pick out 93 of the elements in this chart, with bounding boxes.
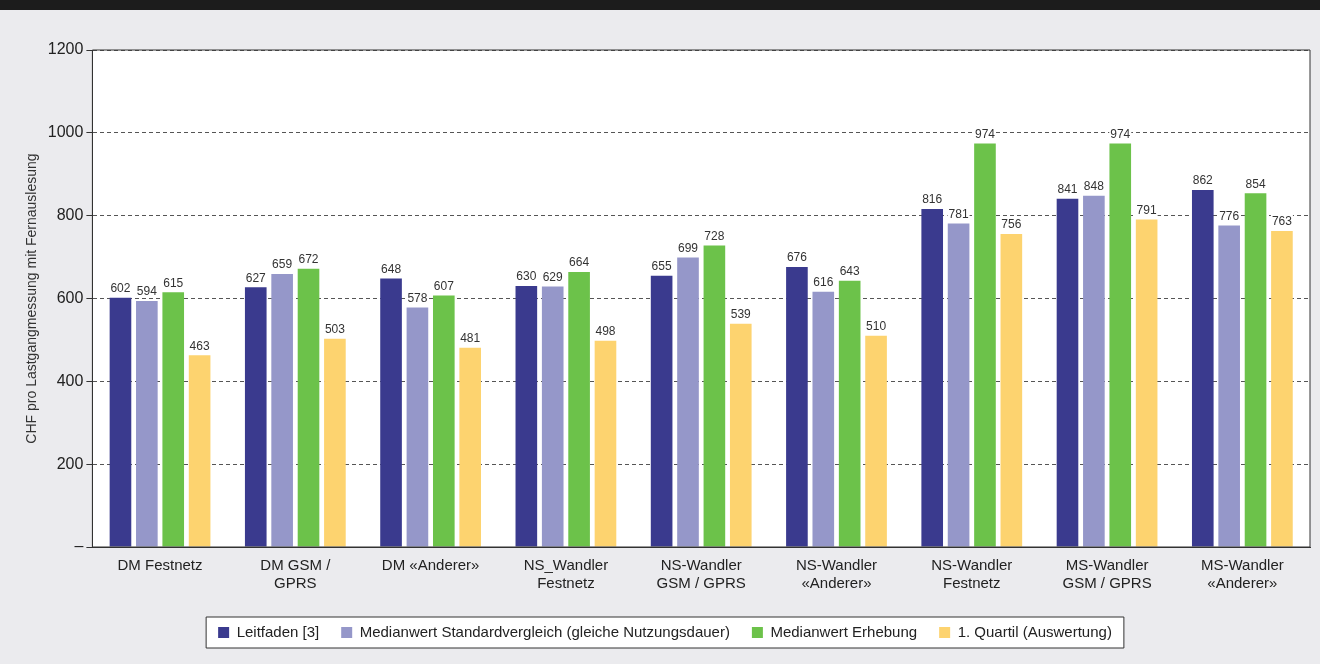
bar: [459, 347, 482, 547]
bar: [921, 209, 944, 547]
data-label: 655: [651, 259, 672, 274]
data-label: 627: [245, 270, 267, 285]
bar: [947, 223, 970, 547]
data-label: 629: [542, 269, 564, 284]
data-label: 643: [839, 264, 861, 278]
y-tick-label: 200: [56, 454, 84, 472]
bar: [136, 300, 158, 547]
y-axis-title: CHF pro Lastgangmessung mit Fernauslesung: [23, 153, 40, 444]
bar: [568, 271, 590, 547]
x-tick-label: NS-Wandler GSM / GPRS: [656, 556, 746, 592]
bar: [786, 267, 808, 547]
bar: [677, 257, 699, 547]
legend-label: Leitfaden [3]: [236, 622, 320, 640]
bar: [650, 275, 673, 547]
data-label: 616: [813, 275, 834, 290]
data-label: 676: [786, 250, 808, 265]
data-label: 974: [1110, 126, 1131, 141]
data-label: 594: [136, 284, 158, 299]
data-label: 862: [1192, 173, 1214, 188]
x-tick-label: NS-Wandler «Anderer»: [795, 556, 878, 592]
data-label: 672: [298, 251, 319, 266]
bar: [594, 340, 617, 547]
x-tick-label: DM «Anderer»: [381, 556, 480, 574]
bar: [838, 280, 861, 547]
legend-label: 1. Quartil (Auswertung): [957, 622, 1112, 640]
bar: [406, 307, 429, 547]
data-label: 481: [460, 331, 481, 346]
bar: [1244, 193, 1267, 547]
bar: [515, 286, 538, 547]
bar: [1109, 143, 1132, 547]
data-label: 510: [866, 319, 887, 334]
y-tick-label: 1200: [47, 40, 84, 58]
data-label: 756: [1001, 217, 1022, 232]
data-label: 841: [1057, 182, 1078, 196]
bar: [1083, 195, 1105, 547]
x-tick-label: MS-Wandler GSM / GPRS: [1062, 556, 1152, 592]
x-tick-label: NS-Wandler Festnetz: [931, 556, 1013, 592]
bar: [109, 297, 132, 547]
data-label: 854: [1245, 176, 1266, 191]
bar: [974, 143, 996, 547]
data-label: 781: [948, 206, 969, 221]
data-label: 578: [407, 290, 428, 305]
bar: [1271, 230, 1293, 547]
data-label: 630: [516, 269, 537, 284]
bar: [244, 287, 267, 547]
bar: [297, 268, 320, 547]
bar: [271, 274, 293, 547]
data-label: 463: [189, 338, 210, 353]
bar: [865, 335, 887, 547]
data-label: 503: [324, 321, 346, 336]
data-label: 816: [922, 192, 943, 207]
bar: [324, 338, 346, 547]
bar: [432, 295, 455, 547]
bar: [812, 291, 835, 547]
bar: [703, 245, 726, 547]
data-label: 776: [1219, 208, 1240, 223]
bar: [188, 355, 211, 547]
legend-label: Medianwert Standardvergleich (gleiche Nutzungsdauer): [359, 622, 730, 640]
y-tick-label: –: [74, 537, 84, 555]
bar: [1191, 189, 1214, 547]
y-tick-label: 600: [56, 288, 84, 306]
x-tick-label: NS_Wandler Festnetz: [523, 556, 609, 592]
data-label: 659: [272, 257, 293, 272]
data-label: 791: [1136, 202, 1157, 217]
y-tick-label: 1000: [47, 123, 84, 141]
data-label: 602: [110, 280, 131, 295]
data-label: 728: [704, 228, 725, 243]
data-label: 848: [1083, 179, 1105, 194]
x-tick-label: MS-Wandler «Anderer»: [1200, 556, 1284, 592]
bar: [162, 292, 185, 547]
data-label: 498: [595, 324, 616, 339]
y-tick-label: 400: [56, 371, 84, 389]
data-label: 763: [1271, 214, 1293, 229]
bar: [1218, 225, 1240, 547]
data-label: 539: [730, 307, 752, 322]
x-tick-label: DM Festnetz: [117, 556, 203, 574]
data-label: 648: [381, 261, 402, 276]
legend-label: Medianwert Erhebung: [770, 622, 918, 640]
y-tick-label: 800: [56, 206, 84, 224]
x-tick-label: DM GSM / GPRS: [260, 556, 332, 592]
bar: [541, 286, 564, 547]
data-label: 699: [677, 240, 699, 255]
data-label: 615: [163, 275, 184, 290]
data-label: 607: [433, 278, 455, 293]
bar: [1135, 219, 1158, 547]
data-label: 974: [974, 126, 996, 141]
data-label: 664: [569, 255, 590, 270]
bar: [729, 323, 752, 547]
bar: [1056, 198, 1079, 547]
bar: [1000, 233, 1023, 547]
bar: [380, 278, 402, 547]
